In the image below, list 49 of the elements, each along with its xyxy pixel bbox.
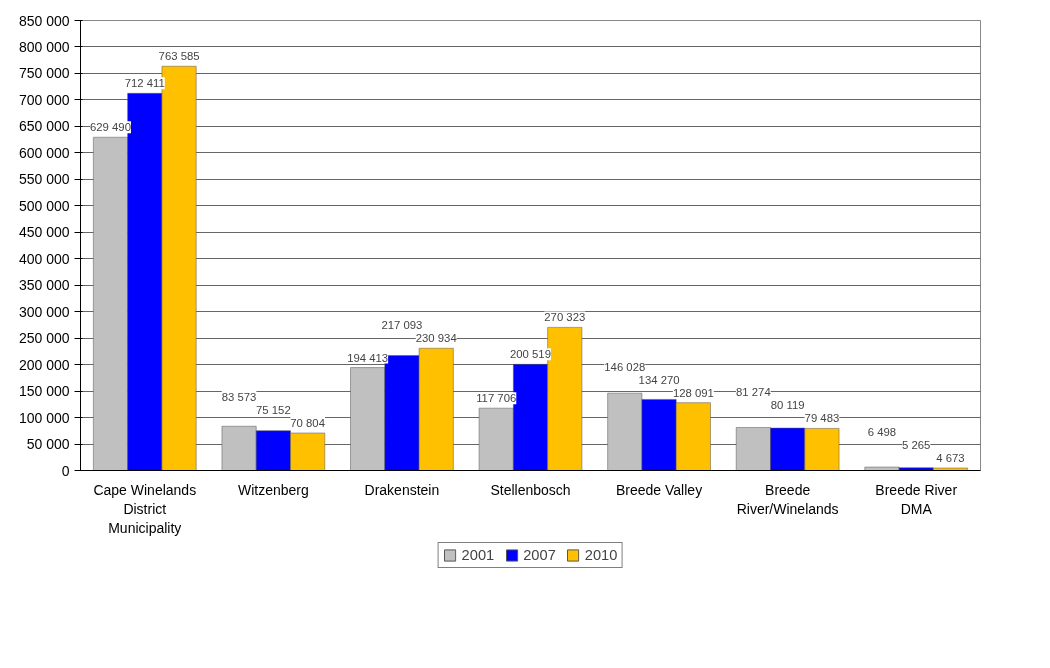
y-tick-label: 200 000 xyxy=(18,356,70,373)
y-tick-label: 150 000 xyxy=(18,383,70,400)
data-label: 81 274 xyxy=(736,386,771,399)
data-label: 194 413 xyxy=(347,351,389,364)
x-tick-label: Breede Valley xyxy=(616,481,703,498)
y-tick-label: 750 000 xyxy=(18,65,70,82)
data-label: 230 934 xyxy=(415,332,457,345)
data-label: 80 119 xyxy=(770,399,805,412)
y-tick-label: 0 xyxy=(61,462,70,479)
y-tick-label: 300 000 xyxy=(18,303,70,320)
data-label: 4 673 xyxy=(936,452,965,465)
data-label: 629 490 xyxy=(90,121,131,134)
legend-label: 2001 xyxy=(461,547,495,563)
data-label: 5 265 xyxy=(902,439,931,452)
data-label: 79 483 xyxy=(804,412,840,425)
y-tick-label: 450 000 xyxy=(18,224,70,241)
y-tick-label: 50 000 xyxy=(26,436,70,453)
data-label: 128 091 xyxy=(672,386,714,399)
y-tick-label: 350 000 xyxy=(18,277,70,294)
x-tick-label: Breede River/Winelands xyxy=(736,481,839,517)
y-tick-label: 100 000 xyxy=(18,409,70,426)
y-tick-label: 650 000 xyxy=(18,118,70,135)
legend-label: 2010 xyxy=(584,547,618,563)
data-label: 6 498 xyxy=(867,426,897,439)
data-label: 200 519 xyxy=(510,348,551,361)
data-label: 217 093 xyxy=(381,319,423,332)
data-label: 70 804 xyxy=(290,417,325,430)
data-label: 75 152 xyxy=(256,404,291,417)
y-tick-label: 500 000 xyxy=(18,197,70,214)
x-tick-label: Breede River DMA xyxy=(875,481,958,517)
data-label: 270 323 xyxy=(544,311,586,324)
data-label: 83 573 xyxy=(221,391,257,404)
y-tick-label: 850 000 xyxy=(18,12,70,29)
x-tick-label: Drakenstein xyxy=(364,481,440,498)
x-tick-label: Cape Winelands District Municipality xyxy=(93,481,197,536)
data-label: 712 411 xyxy=(124,77,165,90)
y-tick-label: 700 000 xyxy=(18,91,70,108)
y-tick-label: 400 000 xyxy=(18,250,70,267)
x-tick-label: Stellenbosch xyxy=(490,481,571,498)
data-label: 134 270 xyxy=(638,373,680,386)
data-label: 763 585 xyxy=(158,50,200,63)
data-label: 117 706 xyxy=(476,392,517,405)
data-label: 146 028 xyxy=(604,360,646,373)
y-tick-label: 600 000 xyxy=(18,144,70,161)
y-tick-label: 550 000 xyxy=(18,171,70,188)
x-tick-label: Witzenberg xyxy=(237,481,309,498)
legend-label: 2007 xyxy=(523,547,556,563)
y-tick-label: 250 000 xyxy=(18,330,70,347)
y-tick-label: 800 000 xyxy=(18,38,70,55)
